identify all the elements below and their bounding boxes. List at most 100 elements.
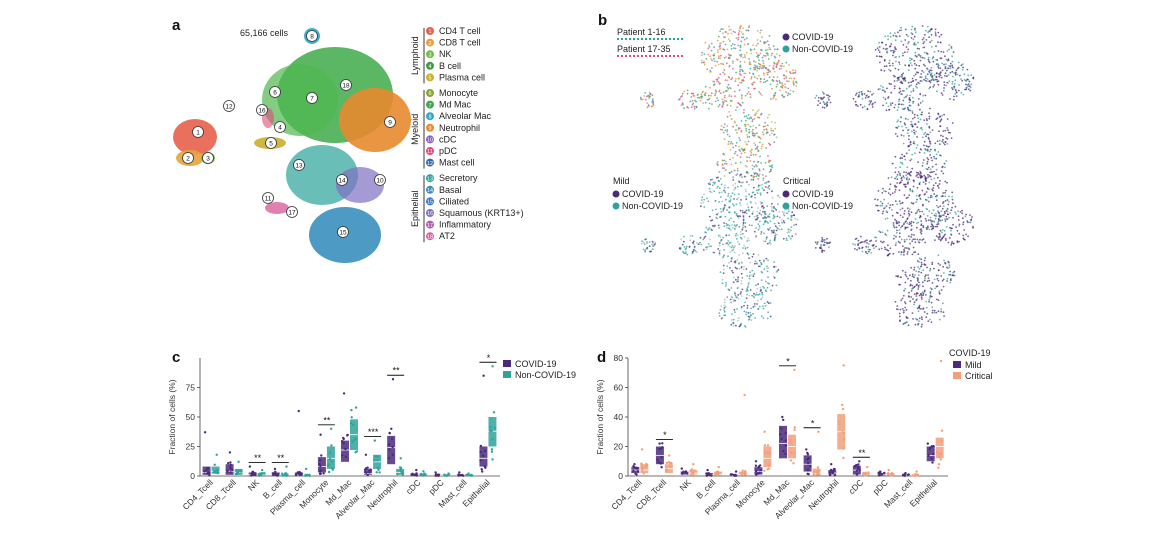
data-point <box>938 452 941 456</box>
umap-point <box>927 219 930 222</box>
umap-point <box>725 234 728 237</box>
umap-point <box>895 175 898 178</box>
umap-point <box>765 236 768 239</box>
umap-point <box>916 222 918 225</box>
data-point <box>482 374 485 377</box>
umap-point <box>931 165 934 168</box>
cluster-marker <box>202 152 214 164</box>
umap-point <box>740 104 742 107</box>
umap-point <box>927 320 930 322</box>
umap-point <box>928 298 930 301</box>
umap-point <box>774 127 777 130</box>
cluster-marker <box>223 100 235 112</box>
umap-point <box>917 288 920 290</box>
data-point <box>305 474 309 477</box>
umap-point <box>957 210 959 213</box>
umap-point <box>952 271 954 274</box>
umap-point <box>736 131 738 134</box>
umap-point <box>718 252 721 255</box>
umap-point <box>703 63 706 66</box>
umap-point <box>913 116 916 119</box>
umap-point <box>738 137 741 139</box>
umap-point <box>763 81 765 84</box>
umap-point <box>919 118 922 121</box>
umap-point <box>912 117 914 120</box>
umap-point <box>741 68 743 71</box>
legend-swatch <box>426 100 434 109</box>
umap-point <box>945 226 948 228</box>
umap-point <box>949 62 952 65</box>
data-point <box>494 426 497 430</box>
umap-point <box>925 118 928 120</box>
umap-point <box>721 282 724 285</box>
umap-point <box>878 55 881 58</box>
umap-point <box>694 99 696 102</box>
umap-point <box>652 242 654 245</box>
cluster-marker-label: 10 <box>376 178 384 185</box>
umap-point <box>936 78 938 81</box>
umap-point <box>732 176 735 179</box>
umap-point <box>737 127 740 129</box>
umap-point <box>756 218 758 221</box>
umap-point <box>794 71 797 74</box>
umap-point <box>919 197 921 200</box>
umap-point <box>898 229 901 231</box>
umap-point <box>734 266 737 269</box>
umap-point <box>776 215 779 218</box>
umap-point <box>755 153 757 156</box>
umap-point <box>644 92 646 94</box>
umap-point <box>926 25 929 28</box>
umap-point <box>881 231 884 234</box>
umap-point <box>923 133 925 136</box>
umap-point <box>936 176 939 179</box>
umap-point <box>739 60 742 63</box>
umap-point <box>743 61 746 63</box>
data-point <box>793 452 796 455</box>
umap-point <box>958 225 961 227</box>
umap-point <box>924 75 927 78</box>
umap-point <box>913 129 915 132</box>
umap-point <box>881 212 884 215</box>
umap-point <box>967 74 970 77</box>
umap-point <box>739 233 742 236</box>
umap-point <box>912 318 914 320</box>
umap-point <box>771 207 773 209</box>
umap-point <box>758 265 760 268</box>
umap-point <box>769 220 772 223</box>
umap-point <box>928 150 931 153</box>
umap-point <box>921 318 923 321</box>
data-point <box>396 472 399 476</box>
umap-point <box>773 222 776 225</box>
sig-label: ** <box>277 453 285 463</box>
umap-point <box>729 114 732 117</box>
umap-point <box>742 219 745 222</box>
umap-point <box>941 114 943 117</box>
umap-point <box>718 242 721 244</box>
umap-point <box>958 223 961 226</box>
umap-point <box>884 218 887 220</box>
umap-point <box>717 49 719 51</box>
umap-point <box>787 92 790 95</box>
umap-point <box>916 238 919 241</box>
umap-point <box>951 122 954 124</box>
umap-point <box>764 280 767 283</box>
umap-point <box>757 56 760 59</box>
umap-point <box>940 170 943 173</box>
data-point <box>808 464 812 468</box>
umap-point <box>750 77 753 80</box>
umap-point <box>920 230 923 232</box>
umap-point <box>951 60 954 63</box>
umap-point <box>935 235 938 238</box>
data-point <box>901 474 905 477</box>
umap-point <box>756 30 759 32</box>
umap-point <box>909 159 912 162</box>
umap-point <box>901 179 903 182</box>
umap-point <box>934 239 936 242</box>
umap-point <box>927 277 930 279</box>
umap-point <box>755 291 758 294</box>
umap-point <box>709 71 712 73</box>
umap-point <box>917 323 920 325</box>
umap-point <box>896 79 898 82</box>
umap-point <box>724 191 727 194</box>
data-point <box>940 439 943 442</box>
